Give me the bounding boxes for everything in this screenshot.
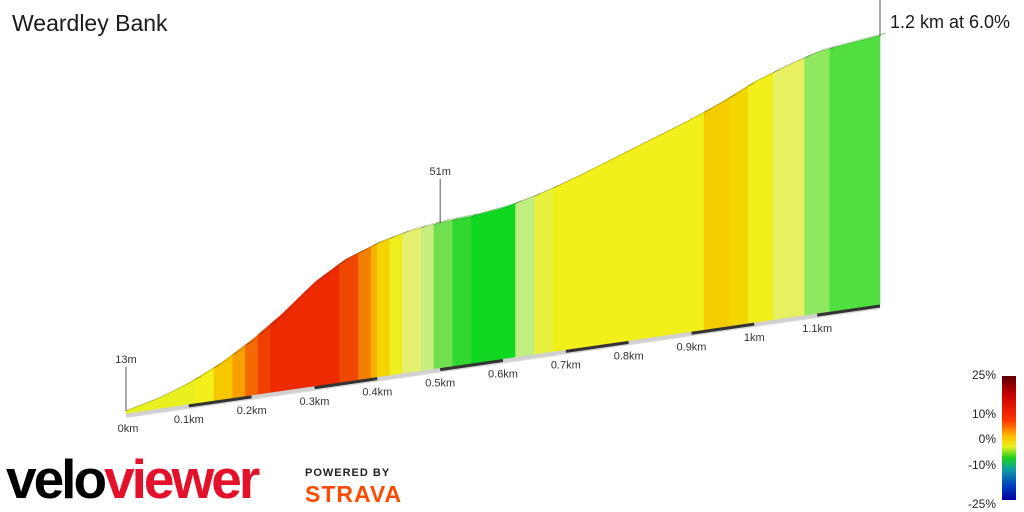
gradient-segment xyxy=(728,85,749,328)
x-tick-label: 0.2km xyxy=(237,405,267,417)
gradient-segment xyxy=(270,263,340,394)
gradient-segment xyxy=(552,111,705,353)
veloviewer-logo[interactable]: veloviewer xyxy=(6,452,260,507)
gradient-segment xyxy=(389,233,403,377)
axis-band xyxy=(816,304,881,317)
distance-axis: 0km 0.1km 0.2km 0.3km 0.4km 0.5km 0.6km 0.7km 0.… xyxy=(118,304,881,435)
gradient-segment xyxy=(433,220,454,370)
gradient-segment xyxy=(747,72,774,325)
axis-band xyxy=(565,340,629,353)
gradient-segment xyxy=(471,203,516,365)
x-tick-label: 0km xyxy=(118,423,139,435)
x-tick-label: 0.5km xyxy=(425,378,455,390)
logo-part-viewer: viewer xyxy=(104,448,260,510)
axis-band xyxy=(377,368,441,381)
x-tick-label: 1km xyxy=(744,332,765,344)
gradient-segment xyxy=(376,238,391,379)
gradient-segment xyxy=(534,187,554,356)
segment-summary: 1.2 km at 6.0% xyxy=(889,12,1010,32)
axis-band xyxy=(314,377,378,390)
axis-band xyxy=(439,359,504,372)
gradient-segment xyxy=(829,35,881,313)
axis-band xyxy=(502,349,567,362)
x-tick-label: 0.1km xyxy=(174,414,204,426)
axis-band xyxy=(691,322,755,335)
gradient-segment xyxy=(194,366,215,405)
gradient-segment xyxy=(515,195,535,359)
logo-part-velo: velo xyxy=(6,448,107,510)
gradient-segment xyxy=(420,224,435,372)
axis-band xyxy=(628,331,692,344)
axis-band xyxy=(251,386,315,399)
elevation-annotation: 13m xyxy=(115,354,136,366)
x-tick-label: 0.8km xyxy=(614,350,644,362)
x-tick-label: 0.4km xyxy=(362,387,392,399)
legend-label-0: 0% xyxy=(978,432,996,446)
profile-top-edge xyxy=(125,32,887,412)
x-tick-label: 0.3km xyxy=(300,396,330,408)
elevation-annotation: 51m xyxy=(429,166,450,178)
axis-band xyxy=(188,395,252,408)
legend-label-10: 10% xyxy=(971,407,996,421)
segment-title: Weardley Bank xyxy=(12,10,168,36)
gradient-segment xyxy=(370,242,378,379)
x-tick-label: 0.7km xyxy=(551,359,581,371)
x-tick-label: 0.9km xyxy=(677,341,707,353)
gradient-segments xyxy=(125,35,881,415)
x-tick-label: 0.6km xyxy=(488,369,518,381)
elevation-annotations: 13m51m84m xyxy=(115,0,881,411)
powered-by-label: POWERED BY xyxy=(305,467,391,479)
profile-rim xyxy=(829,32,887,50)
gradient-segment xyxy=(703,97,730,331)
legend-label-minus-25: -25% xyxy=(967,497,996,511)
legend-label-25: 25% xyxy=(971,368,996,382)
strava-logo[interactable]: STRAVA xyxy=(305,481,403,507)
gradient-segment xyxy=(804,48,831,317)
gradient-segment xyxy=(772,57,805,321)
legend-label-minus-10: -10% xyxy=(967,458,996,472)
axis-band xyxy=(754,313,818,326)
gradient-segment xyxy=(452,216,472,368)
gradient-segment xyxy=(358,246,372,381)
gradient-segment xyxy=(402,227,422,375)
gradient-segment xyxy=(339,252,359,384)
x-tick-label: 1.1km xyxy=(802,323,832,335)
gradient-legend-bar xyxy=(1002,376,1016,500)
axis-band xyxy=(125,404,190,417)
